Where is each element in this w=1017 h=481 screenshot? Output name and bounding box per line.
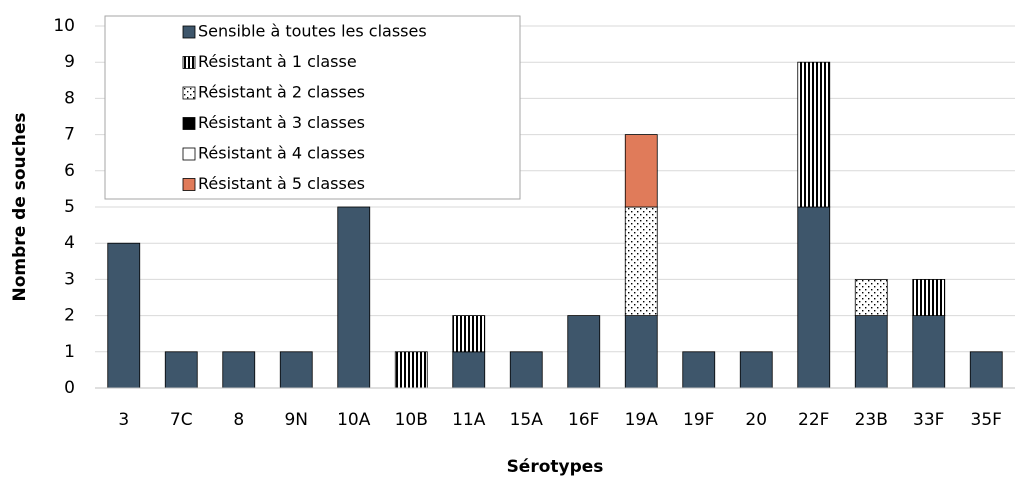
x-tick-label: 16F [568, 410, 599, 430]
x-tick-label: 9N [284, 410, 308, 430]
legend-text: Résistant à 2 classes [198, 83, 365, 102]
y-tick-label: 8 [64, 88, 75, 108]
y-tick-label: 2 [64, 306, 75, 326]
legend-box [104, 15, 521, 200]
legend-swatch [182, 117, 196, 130]
legend-text: Sensible à toutes les classes [198, 22, 427, 41]
x-tick-label: 23B [855, 410, 888, 430]
x-tick-label: 10A [337, 410, 371, 430]
bar-segment [682, 351, 716, 389]
y-tick-label: 5 [64, 197, 75, 217]
y-tick-label: 1 [64, 342, 75, 362]
bar-segment [912, 278, 946, 316]
y-tick-label: 4 [64, 233, 75, 253]
x-tick-label: 35F [971, 410, 1002, 430]
bar-segment [394, 351, 428, 389]
bar-segment [279, 351, 313, 389]
bar-segment [509, 351, 543, 389]
bar-segment [854, 278, 888, 316]
y-axis-title: Nombre de souches [10, 113, 30, 302]
x-tick-label: 22F [798, 410, 829, 430]
y-tick-label: 0 [64, 378, 75, 398]
bar-segment [797, 61, 831, 208]
legend-swatch [182, 86, 196, 100]
x-tick-label: 8 [233, 410, 244, 430]
x-tick-label: 3 [118, 410, 129, 430]
y-tick-label: 6 [64, 161, 75, 181]
legend-swatch [182, 25, 196, 39]
x-tick-label: 7C [170, 410, 193, 430]
bar-segment [739, 351, 773, 389]
bar-segment [567, 315, 601, 389]
legend-text: Résistant à 4 classes [198, 144, 365, 163]
bar-segment [337, 206, 371, 389]
legend-text: Résistant à 5 classes [198, 174, 365, 193]
bar-segment [969, 351, 1003, 389]
bar-segment [912, 315, 946, 389]
legend-swatch [182, 147, 196, 161]
x-tick-label: 19A [625, 410, 659, 430]
legend-swatch [182, 56, 196, 69]
bar-segment [452, 351, 486, 389]
bar-segment [107, 242, 141, 389]
bar-segment [624, 134, 658, 208]
x-tick-label: 15A [510, 410, 544, 430]
legend-text: Résistant à 3 classes [198, 113, 365, 132]
bar-segment [624, 206, 658, 316]
legend-swatch [182, 178, 196, 191]
bar-segment [854, 315, 888, 389]
bar-segment [452, 315, 486, 353]
x-tick-label: 33F [913, 410, 944, 430]
x-tick-label: 10B [395, 410, 428, 430]
x-tick-label: 19F [683, 410, 714, 430]
y-tick-label: 9 [64, 52, 75, 72]
bar-segment [624, 315, 658, 389]
bar-segment [797, 206, 831, 389]
bar-segment [222, 351, 256, 389]
x-tick-label: 20 [745, 410, 767, 430]
x-tick-label: 11A [452, 410, 486, 430]
x-axis-title: Sérotypes [507, 457, 604, 477]
legend-text: Résistant à 1 classe [198, 52, 357, 71]
y-tick-label: 10 [53, 16, 75, 36]
bar-segment [164, 351, 198, 389]
y-tick-label: 7 [64, 125, 75, 145]
y-tick-label: 3 [64, 269, 75, 289]
